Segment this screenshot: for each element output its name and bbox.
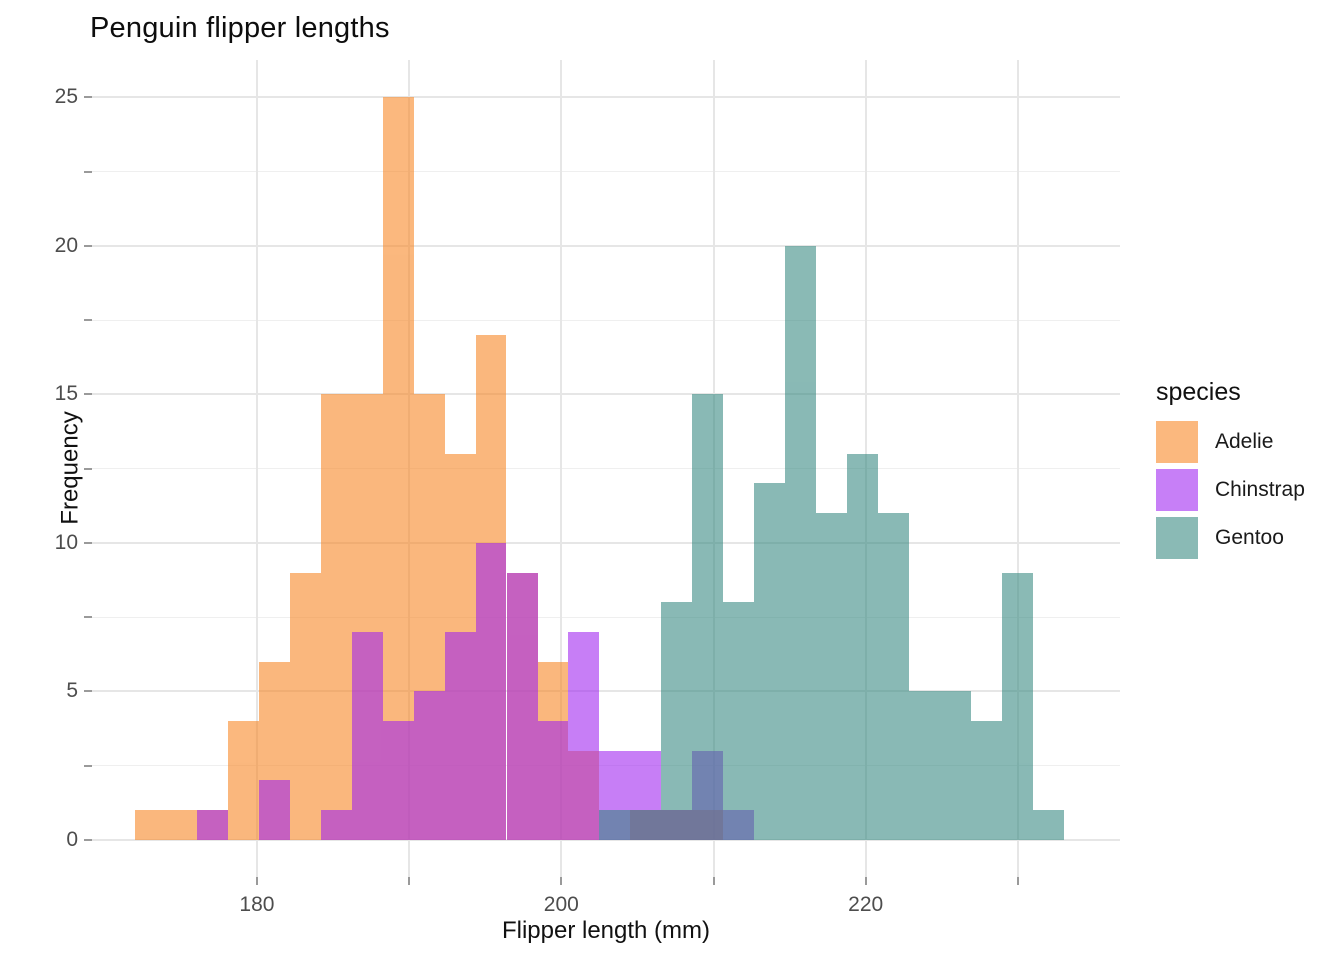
bar-gentoo-bin21 [785, 245, 817, 840]
x-tick-label-180: 180 [239, 893, 275, 916]
gridline-x-200 [560, 60, 563, 877]
y-tick-2.5 [84, 764, 92, 767]
y-tick-label-10: 10 [54, 530, 78, 554]
x-tick-label-200: 200 [543, 893, 579, 916]
gridline-y-7.5 [92, 616, 1120, 618]
y-tick-17.5 [84, 319, 92, 322]
bar-adelie-bin3 [227, 721, 259, 840]
bar-adelie-bin5 [289, 572, 321, 840]
y-tick-5 [84, 690, 92, 693]
bar-chinstrap-bin10 [444, 631, 476, 840]
x-tick-180 [255, 877, 258, 885]
plot-panel [92, 60, 1120, 877]
bar-adelie-bin8 [382, 97, 414, 840]
legend-swatch-chinstrap [1156, 469, 1198, 511]
gridline-y-22.5 [92, 171, 1120, 173]
x-axis-title: Flipper length (mm) [501, 917, 711, 944]
bar-gentoo-bin17 [661, 602, 693, 840]
y-tick-10 [84, 541, 92, 544]
bar-gentoo-bin24 [878, 513, 909, 840]
legend-label-chinstrap: Chinstrap [1215, 478, 1305, 501]
gridline-y-0 [92, 838, 1120, 841]
legend-item-chinstrap: Chinstrap [1156, 469, 1336, 511]
bar-chinstrap-bin6 [320, 810, 352, 840]
legend-item-gentoo: Gentoo [1156, 517, 1336, 559]
x-tick-210 [712, 877, 715, 885]
bar-chinstrap-bin8 [382, 721, 414, 840]
bar-gentoo-bin28 [1001, 572, 1033, 840]
gridline-y-25 [92, 96, 1120, 99]
legend-items: Adelie Chinstrap Gentoo [1156, 421, 1336, 559]
bar-adelie-bin0 [134, 810, 166, 840]
y-tick-label-5: 5 [66, 679, 78, 703]
bar-gentoo-bin26 [939, 691, 971, 840]
legend-item-adelie: Adelie [1156, 421, 1336, 463]
bar-gentoo-bin19 [723, 602, 755, 840]
y-tick-0 [84, 838, 92, 841]
x-tick-230 [1016, 877, 1019, 885]
bar-gentoo-bin25 [909, 691, 941, 840]
bar-chinstrap-bin7 [351, 631, 383, 840]
y-tick-label-20: 20 [54, 233, 78, 257]
y-tick-7.5 [84, 616, 92, 619]
x-tick-label-220: 220 [848, 893, 884, 916]
bar-chinstrap-bin13 [537, 721, 569, 840]
legend: species Adelie Chinstrap Gentoo [1156, 378, 1336, 565]
legend-swatch-adelie [1156, 421, 1198, 463]
layer-gentoo [92, 60, 1120, 877]
bar-chinstrap-bin14 [568, 631, 600, 840]
bar-adelie-bin6 [320, 394, 352, 840]
bar-chinstrap-bin12 [506, 572, 538, 840]
bar-chinstrap-bin9 [413, 691, 445, 840]
bar-gentoo-bin29 [1032, 810, 1064, 840]
y-tick-25 [84, 96, 92, 99]
y-tick-label-25: 25 [54, 85, 78, 109]
legend-label-gentoo: Gentoo [1215, 526, 1284, 549]
bar-chinstrap-bin2 [196, 810, 228, 840]
gridline-y-12.5 [92, 468, 1120, 470]
y-tick-label-0: 0 [66, 827, 78, 851]
bar-adelie-bin1 [165, 810, 197, 840]
gridline-y-10 [92, 541, 1120, 544]
bar-gentoo-bin27 [971, 721, 1002, 840]
bar-chinstrap-bin4 [258, 780, 290, 840]
gridline-y-15 [92, 393, 1120, 396]
bar-chinstrap-bin11 [475, 542, 507, 840]
bar-gentoo-bin22 [816, 513, 848, 840]
gridline-x-230 [1016, 60, 1019, 877]
y-tick-label-15: 15 [54, 382, 78, 406]
legend-label-adelie: Adelie [1215, 430, 1274, 453]
y-tick-12.5 [84, 467, 92, 470]
legend-title: species [1156, 378, 1241, 406]
bar-gentoo-bin18 [692, 394, 724, 840]
chart-title: Penguin flipper lengths [90, 12, 390, 44]
x-tick-200 [560, 877, 563, 885]
layer-adelie [92, 60, 1120, 877]
gridline-y-5 [92, 690, 1120, 693]
gridline-y-17.5 [92, 319, 1120, 321]
bar-gentoo-bin23 [847, 453, 879, 840]
legend-swatch-gentoo [1156, 517, 1198, 559]
y-axis-title: Frequency [56, 411, 84, 525]
bar-gentoo-bin16 [630, 810, 662, 840]
y-tick-15 [84, 393, 92, 396]
gridline-x-180 [255, 60, 258, 877]
bar-gentoo-bin20 [754, 483, 786, 840]
x-tick-220 [864, 877, 867, 885]
x-tick-190 [408, 877, 411, 885]
y-tick-20 [84, 244, 92, 247]
y-tick-22.5 [84, 170, 92, 173]
gridline-y-20 [92, 244, 1120, 247]
bar-gentoo-bin15 [599, 810, 631, 840]
